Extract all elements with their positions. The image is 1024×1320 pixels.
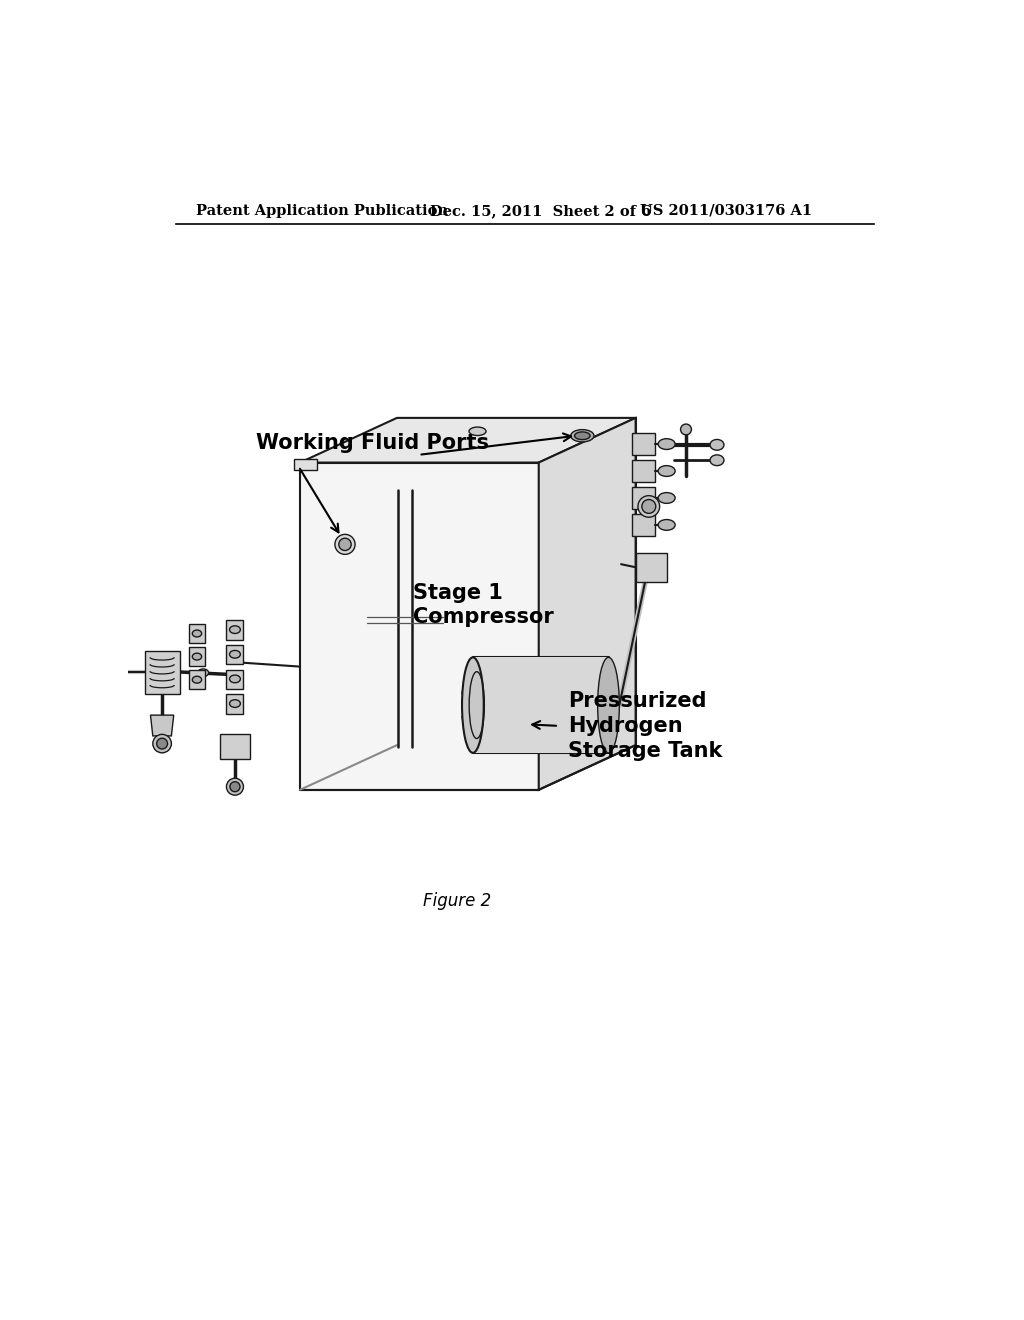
Polygon shape [539, 418, 636, 789]
Text: Compressor: Compressor [414, 607, 554, 627]
Ellipse shape [198, 669, 209, 677]
Polygon shape [226, 669, 244, 689]
Ellipse shape [574, 432, 590, 440]
Ellipse shape [658, 520, 675, 531]
Text: Hydrogen: Hydrogen [568, 715, 683, 735]
Polygon shape [636, 553, 667, 582]
Ellipse shape [229, 651, 241, 659]
Ellipse shape [335, 535, 355, 554]
Polygon shape [189, 647, 205, 665]
Polygon shape [189, 671, 205, 689]
Text: Stage 1: Stage 1 [414, 583, 503, 603]
Polygon shape [473, 657, 608, 752]
Text: US 2011/0303176 A1: US 2011/0303176 A1 [640, 203, 812, 218]
Ellipse shape [193, 630, 202, 638]
Polygon shape [294, 459, 317, 470]
Polygon shape [145, 651, 180, 693]
Polygon shape [102, 663, 114, 681]
Ellipse shape [157, 738, 168, 748]
Text: Storage Tank: Storage Tank [568, 741, 723, 760]
Ellipse shape [229, 675, 241, 682]
Ellipse shape [339, 539, 351, 550]
Ellipse shape [658, 466, 675, 477]
Ellipse shape [658, 492, 675, 503]
Ellipse shape [230, 781, 240, 792]
Text: Patent Application Publication: Patent Application Publication [197, 203, 449, 218]
Ellipse shape [193, 653, 202, 660]
Text: Figure 2: Figure 2 [423, 892, 492, 911]
Polygon shape [151, 715, 174, 737]
Polygon shape [300, 418, 636, 462]
Ellipse shape [226, 779, 244, 795]
Ellipse shape [710, 455, 724, 466]
Polygon shape [632, 515, 655, 536]
Ellipse shape [229, 700, 241, 708]
Ellipse shape [658, 438, 675, 449]
Polygon shape [226, 620, 244, 640]
Ellipse shape [469, 428, 486, 436]
Text: Working Fluid Ports: Working Fluid Ports [256, 433, 488, 453]
Polygon shape [226, 645, 244, 664]
Ellipse shape [681, 424, 691, 434]
Ellipse shape [193, 676, 202, 684]
Ellipse shape [710, 440, 724, 450]
Text: Dec. 15, 2011  Sheet 2 of 6: Dec. 15, 2011 Sheet 2 of 6 [430, 203, 651, 218]
Polygon shape [189, 624, 205, 643]
Text: Pressurized: Pressurized [568, 692, 707, 711]
Polygon shape [300, 462, 539, 789]
Polygon shape [632, 461, 655, 482]
Polygon shape [226, 694, 244, 714]
Ellipse shape [642, 499, 655, 513]
Polygon shape [632, 433, 655, 455]
Polygon shape [632, 487, 655, 508]
Ellipse shape [598, 657, 620, 752]
Ellipse shape [229, 626, 241, 634]
Ellipse shape [570, 429, 594, 442]
Polygon shape [220, 734, 250, 759]
Ellipse shape [638, 496, 659, 517]
Ellipse shape [153, 734, 171, 752]
Ellipse shape [462, 657, 483, 752]
